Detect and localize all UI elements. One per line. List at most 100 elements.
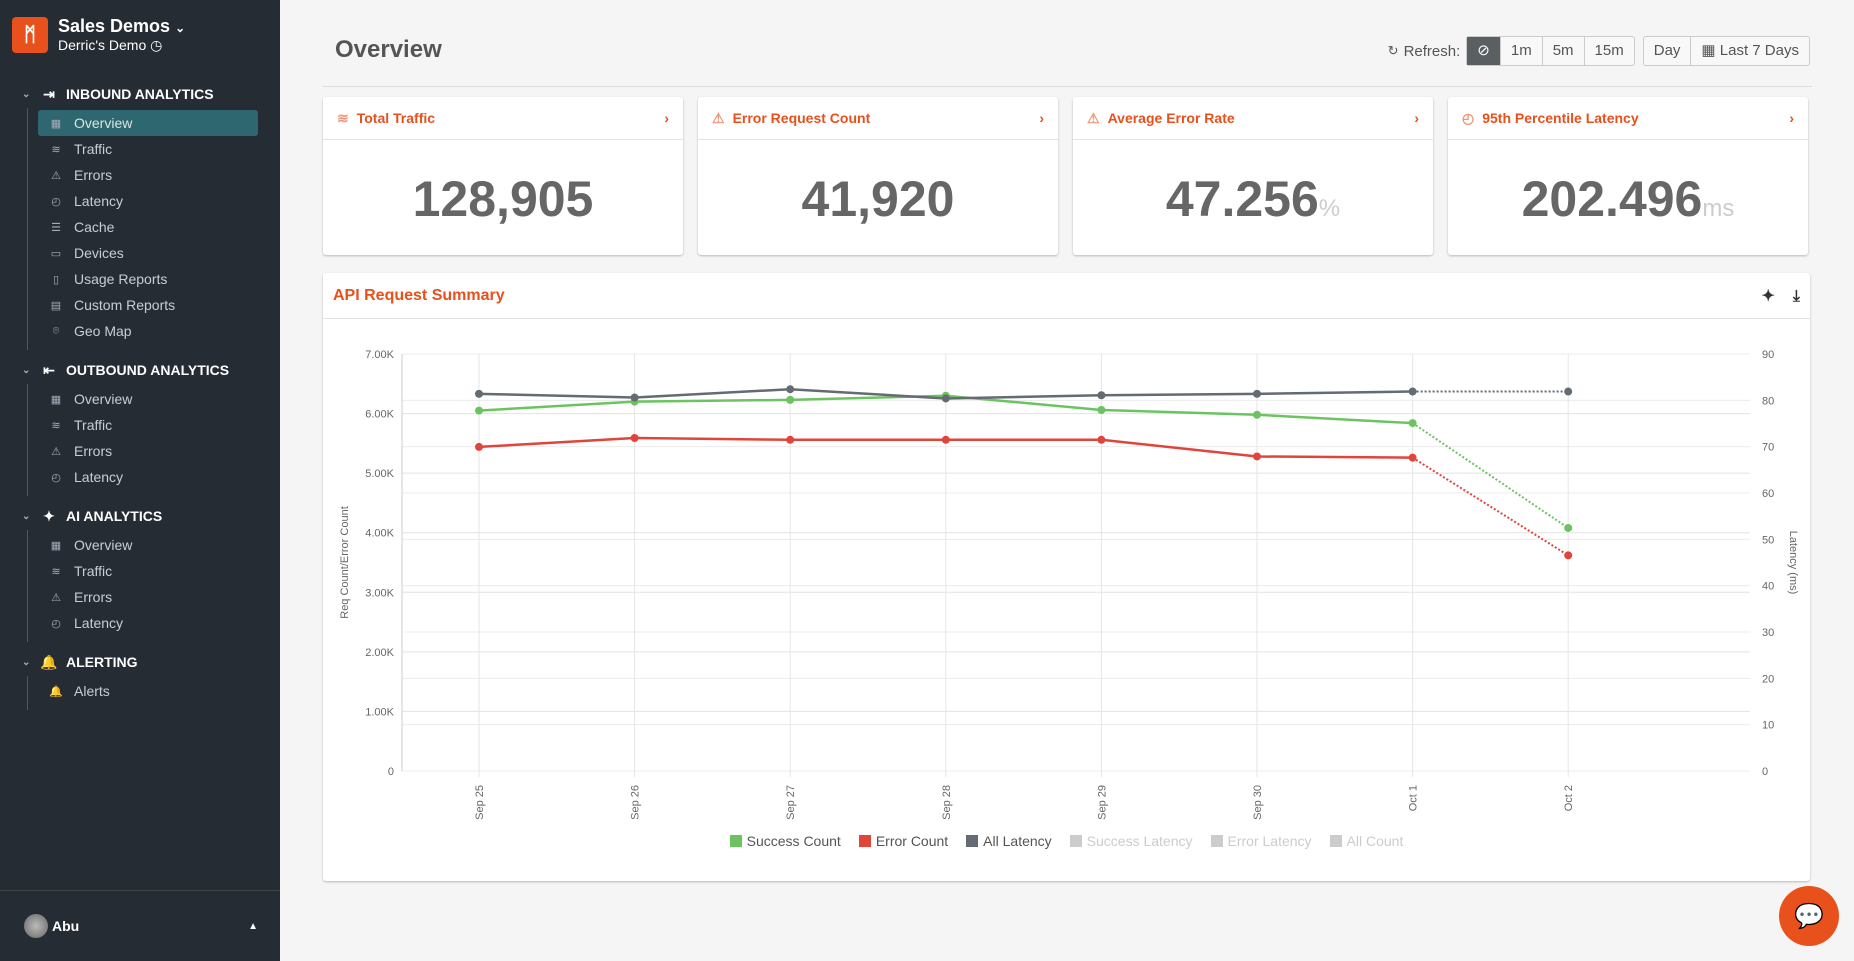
sidebar-item-latency[interactable]: ◴ Latency [38, 188, 258, 214]
sparkle-icon[interactable]: ✦ [1761, 287, 1775, 305]
data-point-success-count [786, 395, 795, 404]
sidebar-item-traffic[interactable]: ≋ Traffic [38, 558, 258, 584]
sidebar-item-cache[interactable]: ☰ Cache [38, 214, 258, 240]
traffic-icon: ≋ [51, 565, 61, 578]
x-tick-label: Oct 2 [1563, 785, 1575, 811]
legend-item-error-latency[interactable]: Error Latency [1210, 833, 1312, 849]
user-name: Abu [52, 918, 80, 934]
y2-tick-label: 60 [1762, 488, 1774, 500]
refresh-15m-button[interactable]: 15m [1583, 37, 1634, 65]
chevron-right-icon[interactable]: › [1039, 110, 1044, 126]
card-header[interactable]: ◴ 95th Percentile Latency › [1448, 97, 1808, 140]
legend-item-all-count[interactable]: All Count [1329, 833, 1404, 849]
usage-reports-icon: ▯ [52, 273, 60, 286]
sidebar-item-errors[interactable]: ⚠ Errors [38, 162, 258, 188]
legend-swatch [966, 835, 979, 847]
card-header[interactable]: ⚠ Average Error Rate › [1073, 97, 1433, 140]
data-point-all-latency [1408, 387, 1417, 396]
date-range-button[interactable]: ▦ Last 7 Days [1690, 37, 1809, 65]
refresh-label: Refresh: [1403, 42, 1461, 60]
series-projection-error-count [1412, 456, 1569, 557]
calendar-icon: ▦ [1701, 42, 1716, 59]
day-button[interactable]: Day [1653, 42, 1681, 59]
sidebar-item-traffic[interactable]: ≋ Traffic [38, 412, 258, 438]
legend-item-all-latency[interactable]: All Latency [966, 833, 1052, 849]
y2-tick-label: 50 [1762, 534, 1774, 546]
refresh-5m-button[interactable]: 5m [1541, 37, 1584, 65]
y2-tick-label: 70 [1762, 442, 1774, 454]
sidebar-item-label: Traffic [74, 141, 113, 157]
chat-button[interactable]: 💬 [1779, 886, 1839, 946]
sidebar-item-overview[interactable]: ▦ Overview [38, 532, 258, 558]
y-tick-label: 4.00K [365, 528, 394, 540]
data-point-error-count [1408, 453, 1417, 462]
sidebar-item-latency[interactable]: ◴ Latency [38, 464, 258, 490]
chart-legend: Success Count Error Count All Latency Succe… [323, 833, 1810, 849]
warning-icon: ⚠ [1087, 109, 1100, 126]
x-tick-label: Oct 1 [1408, 785, 1420, 811]
data-point-success-count [1408, 419, 1417, 428]
sidebar-item-overview[interactable]: ▦ Overview [38, 110, 258, 136]
legend-label: All Count [1346, 833, 1404, 849]
x-tick-label: Sep 27 [785, 785, 797, 820]
legend-label: All Latency [983, 833, 1052, 849]
data-point-error-count [941, 435, 950, 444]
data-point-error-count [1253, 452, 1261, 461]
card-header[interactable]: ⚠ Error Request Count › [698, 97, 1058, 140]
legend-item-success-latency[interactable]: Success Latency [1069, 833, 1193, 849]
card-title: Average Error Rate [1107, 110, 1235, 126]
caret-up-icon[interactable]: ▲ [248, 920, 258, 932]
chevron-right-icon[interactable]: › [664, 110, 669, 126]
data-point-error-count [1097, 435, 1106, 444]
custom-reports-icon: ▤ [50, 299, 62, 312]
y-axis-title: Req Count/Error Count [339, 506, 351, 619]
card-title: Error Request Count [732, 110, 871, 126]
sidebar-item-usage-reports[interactable]: ▯ Usage Reports [38, 266, 258, 292]
latency-icon: ◴ [51, 195, 61, 208]
sidebar-item-label: Traffic [74, 417, 113, 433]
card-header[interactable]: ≋ Total Traffic › [323, 97, 683, 140]
data-point-all-latency [1564, 387, 1573, 396]
legend-swatch [1329, 835, 1342, 847]
data-point-all-latency [475, 389, 483, 398]
sidebar-item-custom-reports[interactable]: ▤ Custom Reports [38, 292, 258, 318]
y-tick-label: 7.00K [365, 349, 394, 361]
data-point-all-latency [630, 393, 639, 402]
legend-swatch [1210, 835, 1223, 847]
sidebar-item-alerts[interactable]: 🔔 Alerts [38, 678, 258, 704]
sidebar-item-label: Errors [74, 589, 113, 605]
latency-icon: ◴ [51, 617, 61, 630]
chevron-down-icon: ⌄ [22, 656, 31, 668]
x-tick-label: Sep 25 [474, 785, 486, 820]
sidebar-item-devices[interactable]: ▭ Devices [38, 240, 258, 266]
chevron-right-icon[interactable]: › [1414, 110, 1419, 126]
section-inbound-analytics[interactable]: ⌄ ⇥ INBOUND ANALYTICS [0, 80, 280, 108]
sidebar-item-overview[interactable]: ▦ Overview [38, 386, 258, 412]
section-outbound-analytics[interactable]: ⌄ ⇤ OUTBOUND ANALYTICS [0, 356, 280, 384]
legend-item-error-count[interactable]: Error Count [858, 833, 948, 849]
legend-item-success-count[interactable]: Success Count [729, 833, 841, 849]
section-ai-analytics[interactable]: ⌄ ✦ AI ANALYTICS [0, 502, 280, 530]
y2-tick-label: 40 [1762, 581, 1774, 593]
check-circle-icon: ◷ [150, 37, 163, 53]
refresh-1m-button[interactable]: 1m [1499, 37, 1542, 65]
refresh-off-button[interactable]: ⊘ [1467, 37, 1500, 65]
download-icon[interactable]: ⤓ [1792, 287, 1800, 305]
chevron-right-icon[interactable]: › [1789, 110, 1794, 126]
project-name: Derric's Demo [58, 37, 147, 53]
sidebar-item-traffic[interactable]: ≋ Traffic [38, 136, 258, 162]
user-menu[interactable]: Abu ▲ [0, 890, 280, 961]
sidebar-item-label: Alerts [74, 683, 110, 699]
section-alerting[interactable]: ⌄ 🔔 ALERTING [0, 648, 280, 676]
sidebar-item-geo-map[interactable]: ⌾ Geo Map [38, 318, 258, 344]
y2-tick-label: 80 [1762, 395, 1774, 407]
sidebar: ᛗ Sales Demos ⌄ Derric's Demo ◷ ⌄ ⇥ INBOUN… [0, 0, 280, 961]
org-switcher[interactable]: ᛗ Sales Demos ⌄ Derric's Demo ◷ [12, 16, 185, 54]
sidebar-item-latency[interactable]: ◴ Latency [38, 610, 258, 636]
data-point-error-count [475, 442, 483, 451]
sidebar-item-errors[interactable]: ⚠ Errors [38, 438, 258, 464]
cache-icon: ☰ [51, 221, 61, 234]
kpi-card-error-request-count: ⚠ Error Request Count › 41,920 [698, 97, 1058, 255]
latency-icon: ◴ [51, 471, 61, 484]
sidebar-item-errors[interactable]: ⚠ Errors [38, 584, 258, 610]
